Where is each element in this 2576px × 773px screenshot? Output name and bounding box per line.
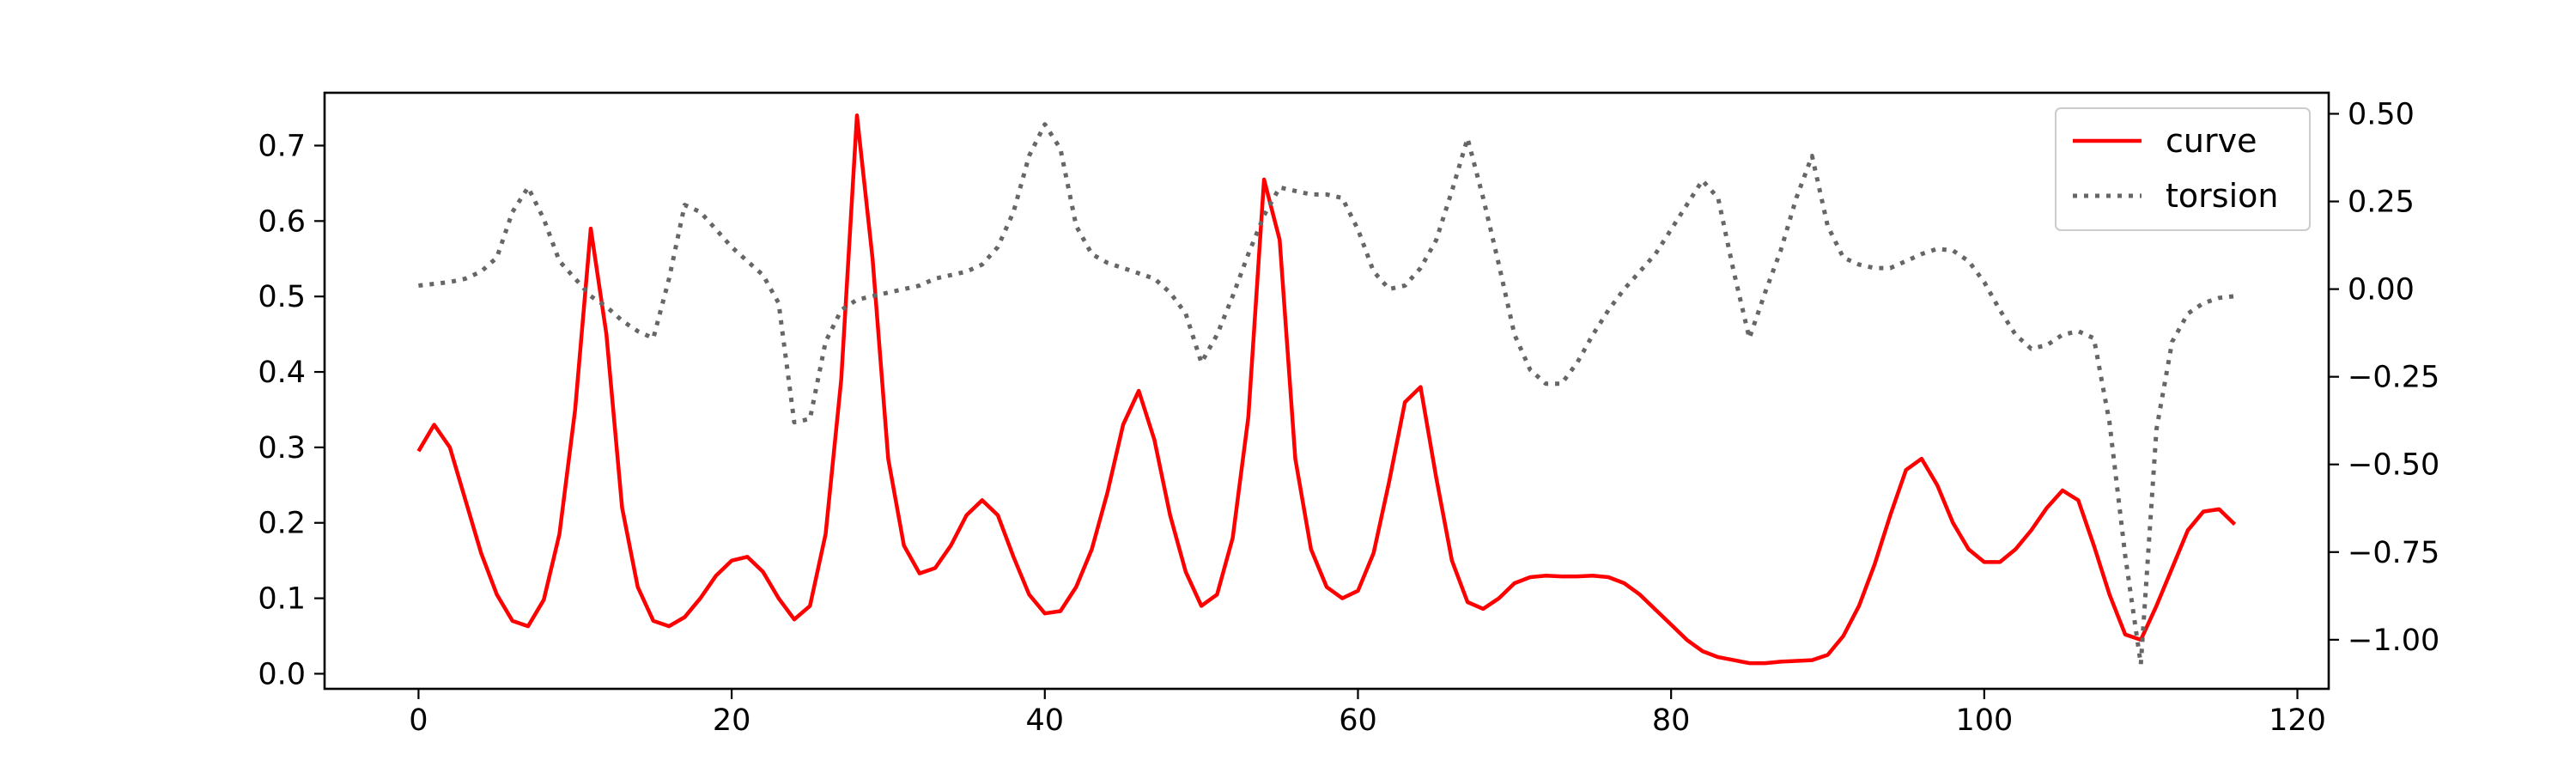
y-axis-right: 0.50 0.25 0.00 −0.25 −0.50 −0.75 −1.00 (2329, 97, 2439, 658)
y-right-tick-label: −0.25 (2348, 361, 2439, 395)
y-left-tick-label: 0.6 (258, 204, 306, 239)
legend: curve torsion (2055, 107, 2311, 231)
plot-frame (323, 91, 2330, 691)
series-line-curve (416, 113, 2237, 666)
x-tick-label: 20 (713, 703, 751, 738)
y-right-tick-label: 0.50 (2348, 97, 2415, 131)
x-tick-label: 120 (2269, 703, 2326, 738)
series-line-torsion (418, 122, 2235, 666)
x-tick-label: 0 (409, 703, 428, 738)
y-right-tick-label: −0.75 (2348, 536, 2439, 570)
x-tick-label: 60 (1339, 703, 1377, 738)
y-right-tick-label: −0.50 (2348, 448, 2439, 483)
y-left-tick-label: 0.7 (258, 129, 306, 163)
x-tick-label: 80 (1652, 703, 1691, 738)
y-left-tick-label: 0.0 (258, 657, 306, 691)
y-left-tick-label: 0.5 (258, 280, 306, 314)
y-right-tick-label: 0.25 (2348, 186, 2415, 220)
y-left-tick-label: 0.3 (258, 431, 306, 466)
y-left-tick-label: 0.1 (258, 582, 306, 617)
x-tick-label: 40 (1026, 703, 1065, 738)
x-tick-label: 100 (1955, 703, 2013, 738)
y-left-tick-label: 0.4 (258, 356, 306, 390)
legend-label-curve: curve (2166, 122, 2257, 160)
legend-label-torsion: torsion (2166, 177, 2278, 215)
y-right-tick-label: 0.00 (2348, 273, 2415, 307)
y-left-tick-label: 0.2 (258, 507, 306, 541)
series-layer (416, 113, 2237, 666)
legend-box (2055, 107, 2311, 231)
y-axis-left: 0.0 0.1 0.2 0.3 0.4 0.5 0.6 0.7 (258, 129, 325, 691)
y-right-tick-label: −1.00 (2348, 624, 2439, 658)
x-axis: 0 20 40 60 80 100 120 (409, 689, 2326, 738)
